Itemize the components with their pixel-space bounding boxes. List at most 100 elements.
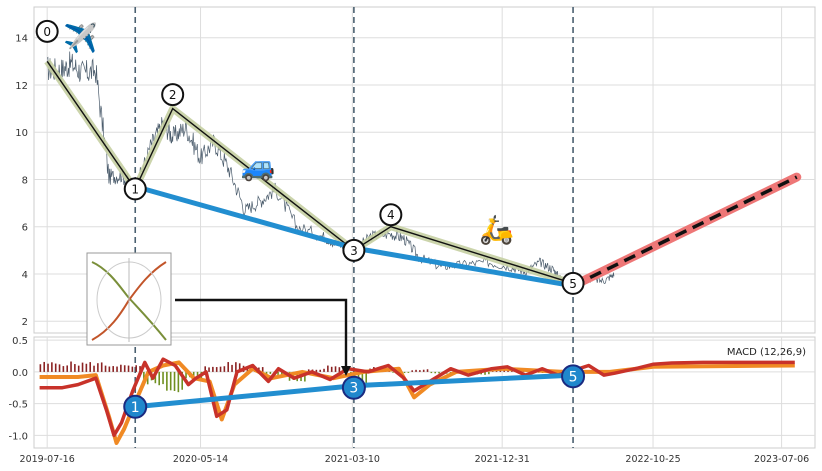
macd-histogram-bar xyxy=(235,362,237,372)
macd-histogram-bar xyxy=(327,365,329,372)
macd-histogram-bar xyxy=(162,371,164,385)
macd-histogram-bar xyxy=(223,366,226,372)
macd-histogram-bar xyxy=(438,371,440,374)
macd-histogram-bar xyxy=(108,366,111,372)
macd-histogram-bar xyxy=(185,371,187,379)
price-y-tick-label: 8 xyxy=(22,175,28,186)
macd-histogram-bar xyxy=(430,371,433,374)
price-y-tick-label: 12 xyxy=(15,81,28,92)
macd-histogram-bar xyxy=(154,371,157,384)
price-y-tick-label: 6 xyxy=(22,223,28,234)
price-y-tick-label: 4 xyxy=(22,270,28,281)
macd-histogram-bar xyxy=(62,366,65,372)
macd-histogram-bar xyxy=(277,371,279,375)
macd-y-tick-label: -1.0 xyxy=(8,431,28,442)
wave-label-text: 3 xyxy=(350,244,358,258)
wave-line xyxy=(46,60,574,285)
airplane-icon: ✈️ xyxy=(63,21,98,55)
macd-histogram-bar xyxy=(484,371,486,375)
macd-histogram-bar xyxy=(85,363,88,372)
macd-wave-label-3: 3 xyxy=(341,375,366,400)
x-axis: 2019-07-16 2020-05-14 2021-03-10 2021-12-31… xyxy=(20,454,810,465)
price-series-line xyxy=(46,51,615,287)
macd-histogram-bar xyxy=(281,371,283,375)
macd-histogram-bar xyxy=(411,370,413,372)
wave-label-5: 5 xyxy=(561,271,585,295)
macd-panel: 0.5 0.0 -0.5 -1.0 1 3 5 xyxy=(8,336,816,449)
projection-dashed-line xyxy=(572,175,798,288)
macd-histogram-bar xyxy=(503,369,505,372)
macd-histogram-bar xyxy=(403,371,406,374)
macd-histogram-bar xyxy=(261,367,264,372)
wave-label-3: 3 xyxy=(342,238,366,262)
macd-histogram-bar xyxy=(212,366,214,372)
macd-histogram-bar xyxy=(227,362,229,372)
macd-histogram-bar xyxy=(93,365,95,372)
macd-histogram-bar xyxy=(77,365,80,372)
connector-line xyxy=(175,298,348,372)
macd-histogram-bar xyxy=(488,371,490,375)
macd-histogram-bar xyxy=(47,363,49,372)
macd-histogram-bar xyxy=(330,366,333,372)
macd-histogram-bar xyxy=(499,370,502,372)
macd-histogram-bar xyxy=(120,364,122,372)
overlay xyxy=(86,252,351,376)
macd-histogram-bar xyxy=(66,365,69,372)
macd-histogram-bar xyxy=(135,365,138,372)
macd-histogram-bar xyxy=(208,367,210,372)
macd-histogram-bar xyxy=(43,361,46,372)
macd-histogram-bar xyxy=(58,364,61,372)
x-tick-label: 2019-07-16 xyxy=(20,454,75,465)
macd-histogram-bar xyxy=(70,361,72,372)
macd-histogram-bar xyxy=(39,364,42,372)
wave-label-circle xyxy=(161,83,185,107)
macd-histogram-bar xyxy=(422,369,425,372)
macd-histogram-bar xyxy=(219,366,222,372)
macd-histogram-bar xyxy=(127,365,130,372)
macd-wave-label-text: 3 xyxy=(349,381,358,397)
macd-histogram-bar xyxy=(100,362,103,372)
macd-wave-circle xyxy=(123,394,148,419)
macd-histogram-bar xyxy=(177,371,180,393)
macd-histogram-bar xyxy=(419,370,421,372)
macd-histogram-bar xyxy=(131,366,134,372)
x-tick-label: 2022-10-25 xyxy=(625,454,680,465)
macd-histogram-bar xyxy=(196,371,199,377)
macd-histogram-bar xyxy=(304,371,306,382)
macd-histogram-bar xyxy=(158,371,160,386)
macd-wave-label-1: 1 xyxy=(123,394,148,419)
price-y-tick-label: 10 xyxy=(15,128,28,139)
wave-label-text: 0 xyxy=(43,25,51,39)
macd-histogram-bar xyxy=(112,366,115,372)
macd-histogram-bar xyxy=(265,371,268,375)
macd-y-tick-label: 0.5 xyxy=(12,336,28,347)
macd-histogram-bar xyxy=(104,365,107,372)
macd-histogram-bar xyxy=(338,367,341,372)
wave-label-4: 4 xyxy=(379,203,403,227)
wave-label-text: 4 xyxy=(387,208,395,222)
macd-histogram-bar xyxy=(392,371,394,373)
macd-wave-label-text: 5 xyxy=(569,369,578,385)
macd-histogram-bar xyxy=(204,366,206,372)
macd-wave-circle xyxy=(341,375,366,400)
x-tick-label: 2020-05-14 xyxy=(173,454,228,465)
macd-histogram-bar xyxy=(334,366,337,372)
scooter-icon: 🛵 xyxy=(479,213,514,246)
macd-histogram-bar xyxy=(323,368,325,372)
macd-histogram-bar xyxy=(173,371,176,391)
macd-histogram-bar xyxy=(139,366,141,372)
macd-histogram-bar xyxy=(116,366,118,372)
macd-y-tick-label: 0.0 xyxy=(12,368,28,379)
connector-arrowhead xyxy=(341,366,351,376)
macd-histogram-bar xyxy=(307,369,310,372)
macd-histogram-bar xyxy=(169,371,172,391)
wave-label-circle xyxy=(561,271,585,295)
macd-histogram-bar xyxy=(166,371,168,391)
x-tick-label: 2023-07-06 xyxy=(754,454,809,465)
wave-label-text: 2 xyxy=(169,88,177,102)
macd-histogram-bar xyxy=(507,370,509,372)
macd-histogram-bar xyxy=(238,363,241,372)
x-tick-label: 2021-12-31 xyxy=(475,454,530,465)
macd-histogram-bar xyxy=(407,371,410,373)
